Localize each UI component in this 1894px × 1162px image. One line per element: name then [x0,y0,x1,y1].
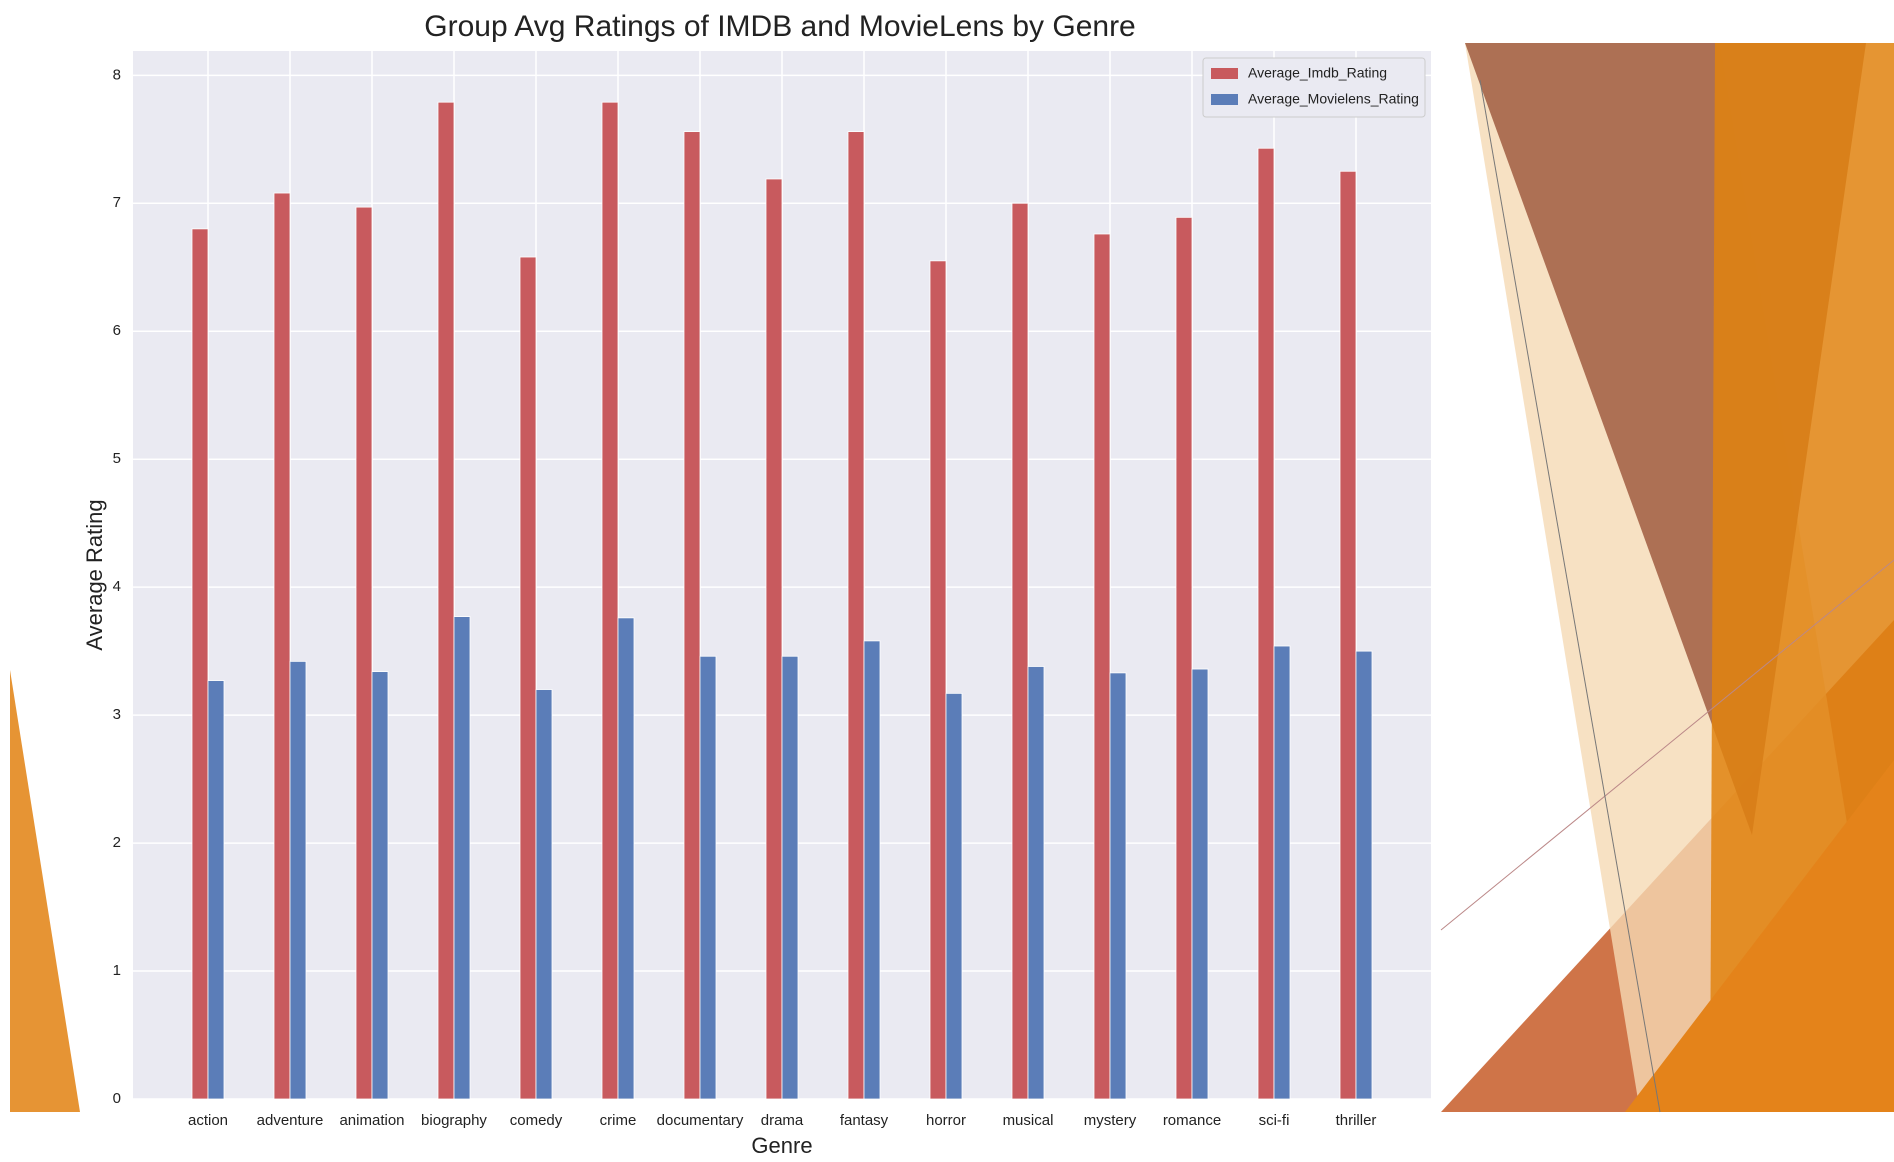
bar [945,692,963,1100]
y-tick-label: 2 [113,834,121,851]
x-tick-label: fantasy [840,1112,889,1129]
decoration [10,43,1894,1113]
bar [683,131,701,1100]
bar [191,228,209,1100]
x-tick-label: romance [1163,1112,1221,1129]
bar [1257,147,1275,1100]
x-tick-label: biography [421,1112,487,1129]
y-tick-label: 4 [113,578,121,595]
x-tick-label: adventure [257,1112,324,1129]
bar [371,671,389,1100]
bar [453,616,471,1100]
x-tick-label: musical [1003,1112,1054,1129]
bar [699,655,717,1100]
bar [519,256,537,1100]
bar [1339,170,1357,1100]
bar [535,689,553,1100]
bar [1191,668,1209,1100]
x-tick-label: mystery [1084,1112,1137,1129]
bar [1093,233,1111,1100]
x-tick-label: sci-fi [1259,1112,1290,1129]
bar [1027,666,1045,1100]
bar [1273,645,1291,1100]
bar [1011,202,1029,1100]
x-tick-label: documentary [657,1112,744,1129]
y-tick-label: 0 [113,1090,121,1107]
x-tick-label: crime [600,1112,637,1129]
bar [289,660,307,1100]
bar [863,640,881,1100]
y-tick-label: 1 [113,962,121,979]
bar [1355,650,1373,1100]
y-tick-label: 5 [113,450,121,467]
chart-title: Group Avg Ratings of IMDB and MovieLens … [424,10,1136,43]
legend-label: Average_Imdb_Rating [1248,65,1387,81]
legend-label: Average_Movielens_Rating [1248,91,1419,107]
x-tick-label: action [188,1112,228,1129]
bars [191,101,1373,1100]
bar [1175,216,1193,1100]
y-tick-label: 8 [113,66,121,83]
bar [273,192,291,1100]
legend-swatch [1211,68,1238,79]
y-tick-label: 7 [113,194,121,211]
y-tick-label: 6 [113,322,121,339]
bar [929,260,947,1100]
bar [437,101,455,1100]
legend-swatch [1211,94,1238,105]
bar [617,617,635,1100]
bar [601,101,619,1100]
x-axis-label: Genre [751,1133,812,1157]
y-axis-label: Average Rating [82,499,107,650]
bar [1109,672,1127,1100]
bar [355,206,373,1100]
x-tick-label: horror [926,1112,966,1129]
x-tick-label: animation [339,1112,404,1129]
y-tick-label: 3 [113,706,121,723]
bar [847,131,865,1100]
bar [781,655,799,1100]
x-tick-label: thriller [1336,1112,1377,1129]
x-tick-label: drama [761,1112,804,1129]
legend-box [1202,57,1426,118]
bar [765,178,783,1100]
bar [207,680,225,1100]
x-tick-label: comedy [510,1112,563,1129]
legend: Average_Imdb_Rating Average_Movielens_Rat… [1202,57,1426,118]
